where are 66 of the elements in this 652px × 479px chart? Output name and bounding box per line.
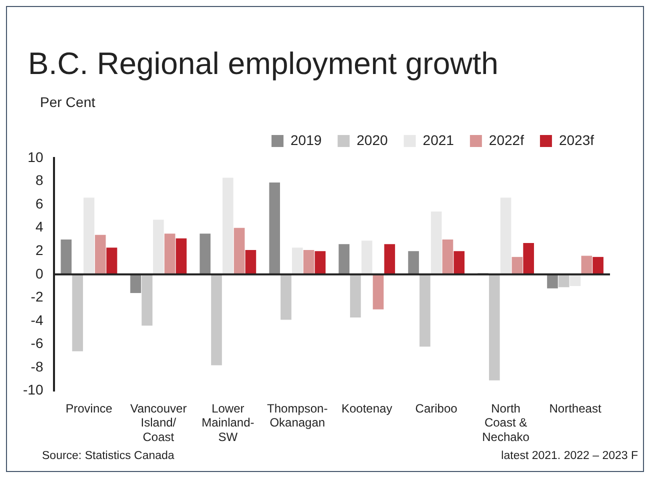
chart-title: B.C. Regional employment growth bbox=[28, 46, 498, 82]
y-tick-label: -4 bbox=[30, 312, 44, 328]
bar bbox=[303, 250, 314, 274]
bar bbox=[176, 238, 187, 274]
legend-label: 2020 bbox=[356, 132, 388, 148]
bar bbox=[280, 274, 292, 320]
bar bbox=[547, 274, 558, 288]
y-axis-title: Per Cent bbox=[40, 94, 96, 110]
y-tick-label: -10 bbox=[23, 382, 44, 398]
legend-label: 2023f bbox=[558, 132, 594, 148]
source-note: Source: Statistics Canada bbox=[42, 450, 174, 462]
bar bbox=[581, 256, 592, 274]
legend-label: 2021 bbox=[422, 132, 454, 148]
bar bbox=[384, 244, 396, 274]
bar bbox=[338, 244, 350, 274]
x-tick-label: Vancouver Island/ Coast bbox=[130, 401, 187, 444]
x-tick-label: Kootenay bbox=[341, 401, 392, 416]
y-tick-label: -6 bbox=[30, 335, 44, 352]
bar bbox=[164, 234, 176, 274]
x-tick-label: Province bbox=[66, 401, 113, 416]
bar bbox=[558, 274, 570, 288]
bar bbox=[94, 234, 106, 274]
bar bbox=[523, 242, 534, 274]
bar bbox=[408, 251, 419, 274]
bar bbox=[314, 251, 326, 274]
bar bbox=[153, 220, 164, 274]
bar bbox=[442, 239, 454, 274]
y-tick-label: 8 bbox=[35, 172, 44, 188]
y-tick-label: 2 bbox=[35, 242, 44, 258]
y-tick-label: 4 bbox=[35, 218, 44, 235]
bar bbox=[269, 182, 280, 274]
bar bbox=[106, 248, 118, 274]
bar bbox=[292, 248, 303, 274]
x-tick-label: Thompson- Okanagan bbox=[267, 401, 328, 430]
bar bbox=[372, 274, 384, 310]
bar bbox=[222, 178, 234, 274]
bar bbox=[211, 274, 222, 366]
y-tick-label: 6 bbox=[35, 195, 44, 212]
x-tick-label: Lower Mainland- SW bbox=[202, 401, 254, 444]
y-tick-label: -8 bbox=[30, 358, 44, 374]
bar bbox=[500, 198, 512, 274]
bar bbox=[60, 239, 72, 274]
x-tick-label: North Coast & Nechako bbox=[482, 401, 530, 444]
bar bbox=[592, 256, 604, 274]
bar bbox=[200, 234, 211, 274]
text: latest 2021. 2022 – 2023 F bbox=[501, 450, 638, 462]
bar bbox=[245, 250, 256, 274]
y-tick-label: 0 bbox=[35, 265, 44, 282]
legend-label: 2022f bbox=[488, 132, 524, 148]
bar bbox=[142, 274, 152, 326]
y-tick-label: -2 bbox=[30, 288, 44, 305]
bar bbox=[488, 274, 500, 380]
bar bbox=[512, 256, 523, 274]
bar bbox=[130, 274, 142, 294]
bar bbox=[361, 240, 372, 274]
bar bbox=[430, 212, 442, 274]
bar bbox=[234, 228, 245, 274]
y-tick-label: 10 bbox=[28, 148, 44, 165]
bar bbox=[84, 198, 94, 274]
x-tick-label: Northeast bbox=[549, 401, 602, 416]
legend-label: 2019 bbox=[290, 132, 322, 148]
bar bbox=[420, 274, 430, 347]
bar bbox=[454, 251, 465, 274]
bar bbox=[350, 274, 361, 318]
bar bbox=[72, 274, 83, 352]
x-tick-label: Cariboo bbox=[415, 401, 458, 416]
